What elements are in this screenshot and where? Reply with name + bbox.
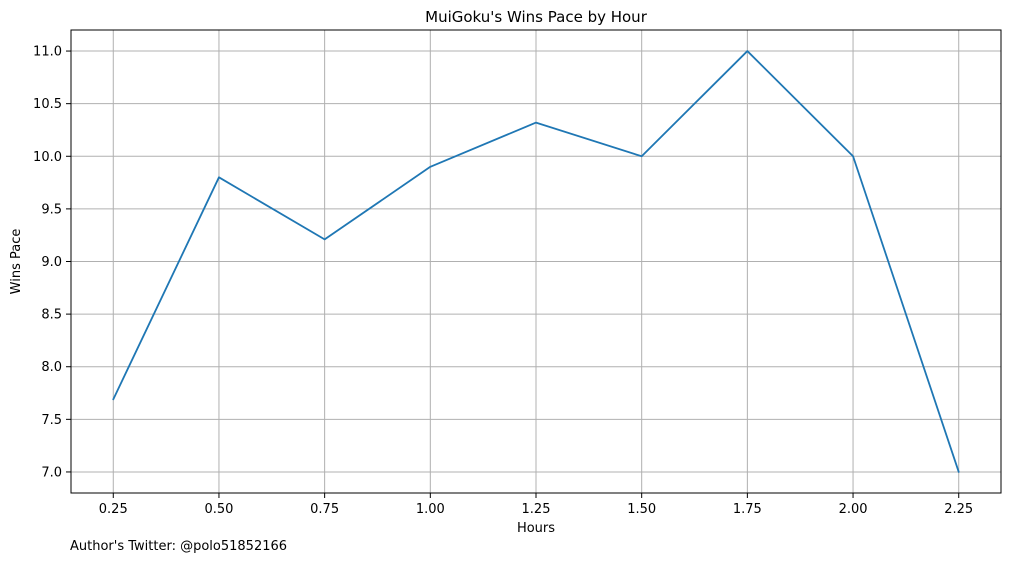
y-tick-label: 8.0 bbox=[41, 360, 62, 375]
y-tick-label: 7.5 bbox=[41, 413, 62, 428]
y-tick-label: 11.0 bbox=[33, 45, 62, 60]
grid bbox=[71, 30, 1001, 493]
x-tick-label: 0.25 bbox=[99, 502, 128, 517]
author-footnote: Author's Twitter: @polo51852166 bbox=[70, 539, 287, 554]
x-tick-label: 1.50 bbox=[627, 502, 656, 517]
x-tick-label: 0.50 bbox=[204, 502, 233, 517]
ticks: 0.25 0.50 0.75 1.00 1.25 1.50 1.75 2.00 2.25 7.0 7… bbox=[33, 45, 973, 517]
y-axis-label: Wins Pace bbox=[9, 229, 24, 295]
y-tick-label: 8.5 bbox=[41, 308, 62, 323]
x-tick-label: 2.25 bbox=[944, 502, 973, 517]
x-axis-label: Hours bbox=[517, 521, 555, 536]
series-layer bbox=[112, 50, 960, 473]
y-tick-label: 7.0 bbox=[41, 465, 62, 480]
x-tick-label: 1.00 bbox=[416, 502, 445, 517]
y-tick-label: 10.0 bbox=[33, 150, 62, 165]
x-tick-label: 2.00 bbox=[839, 502, 868, 517]
y-tick-label: 10.5 bbox=[33, 97, 62, 112]
x-tick-label: 1.25 bbox=[522, 502, 551, 517]
chart-title: MuiGoku's Wins Pace by Hour bbox=[425, 8, 648, 26]
y-tick-label: 9.0 bbox=[41, 255, 62, 270]
x-tick-label: 1.75 bbox=[733, 502, 762, 517]
y-tick-label: 9.5 bbox=[41, 202, 62, 217]
x-tick-label: 0.75 bbox=[310, 502, 339, 517]
series-line bbox=[112, 50, 960, 473]
